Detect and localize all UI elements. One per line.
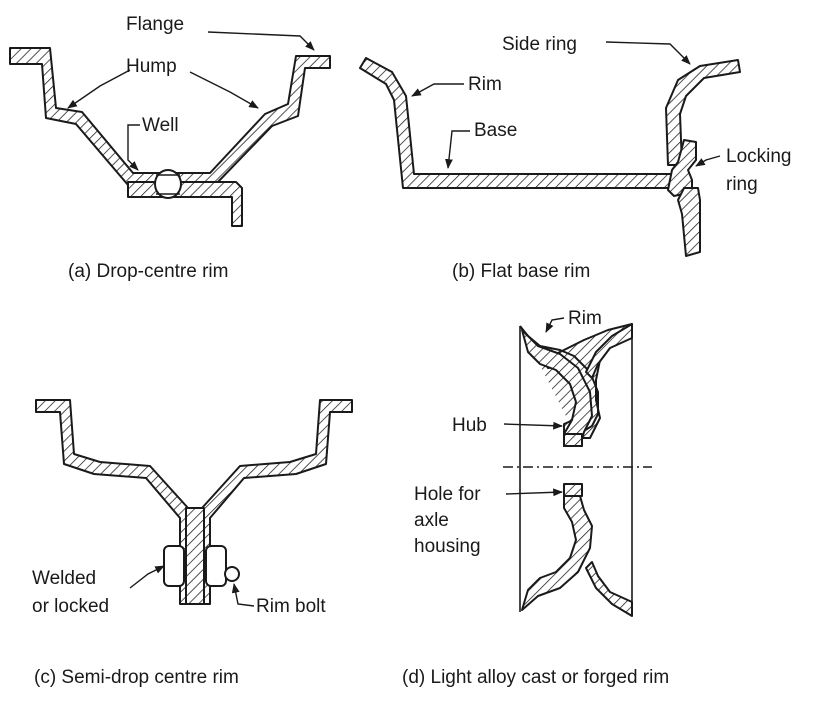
leader-base <box>445 130 470 169</box>
rim-bolt-head <box>224 566 240 582</box>
label-axle: axle <box>414 510 449 531</box>
caption-a: (a) Drop-centre rim <box>68 261 228 282</box>
label-hole-for: Hole for <box>414 484 481 505</box>
leader-locking-ring <box>695 155 721 167</box>
label-housing: housing <box>414 536 481 557</box>
label-side-ring: Side ring <box>502 34 577 55</box>
leader-hump-left <box>67 69 131 109</box>
drop-centre-rim-section <box>9 47 331 186</box>
leader-well <box>127 124 140 171</box>
label-locking: Locking <box>726 146 792 167</box>
semi-drop-rim-centre-web <box>185 507 205 605</box>
drop-centre-rim-rivet <box>154 169 182 199</box>
panel-c-semi-drop-centre-rim: Welded or locked Rim bolt (c) Semi-drop … <box>32 399 353 688</box>
semi-drop-rim-left-half <box>35 399 189 605</box>
label-rim: Rim <box>468 74 502 95</box>
label-ring: ring <box>726 174 758 195</box>
caption-c: (c) Semi-drop centre rim <box>34 667 239 688</box>
flat-base-rim-web <box>677 187 701 257</box>
alloy-hub-bore-upper <box>563 433 583 447</box>
alloy-hub-bore-lower <box>563 483 583 497</box>
label-well: Well <box>142 115 179 136</box>
panel-a-drop-centre-rim: Flange Hump Well (a) Drop-centre rim <box>9 14 331 282</box>
label-base: Base <box>474 120 517 141</box>
leader-welded <box>129 565 165 589</box>
leader-hub <box>503 421 563 430</box>
label-rim-d: Rim <box>568 308 602 329</box>
leader-rim-d <box>545 317 565 333</box>
semi-drop-rim-weld-block-left <box>163 545 185 587</box>
leader-hump-right <box>189 71 259 109</box>
leader-side-ring <box>605 41 691 65</box>
label-flange: Flange <box>126 14 184 35</box>
alloy-rim-upper-flange-right <box>585 323 633 379</box>
caption-d: (d) Light alloy cast or forged rim <box>402 667 669 688</box>
label-welded: Welded <box>32 568 96 589</box>
flat-base-rim-section <box>359 57 685 189</box>
flat-base-rim-side-ring <box>665 59 741 166</box>
leader-flange <box>207 31 315 51</box>
leader-hole <box>505 488 563 497</box>
label-hump: Hump <box>126 56 177 77</box>
label-hub: Hub <box>452 415 487 436</box>
leader-rim <box>411 83 464 97</box>
panel-b-flat-base-rim: Side ring Rim Base Locking ring (b) Flat… <box>359 34 792 282</box>
label-rim-bolt: Rim bolt <box>256 596 326 617</box>
label-or-locked: or locked <box>32 596 109 617</box>
caption-b: (b) Flat base rim <box>452 261 590 282</box>
semi-drop-rim-weld-block-right <box>205 545 227 587</box>
leader-rim-bolt <box>231 583 255 607</box>
alloy-rim-lower-web <box>521 495 593 611</box>
alloy-rim-lower-flange-right <box>585 561 633 617</box>
semi-drop-rim-right-half <box>201 399 353 605</box>
panel-d-light-alloy-rim: Rim Hub Hole for axle housing (d) Light … <box>402 308 669 688</box>
drop-centre-rim-mount-flange <box>127 181 243 227</box>
